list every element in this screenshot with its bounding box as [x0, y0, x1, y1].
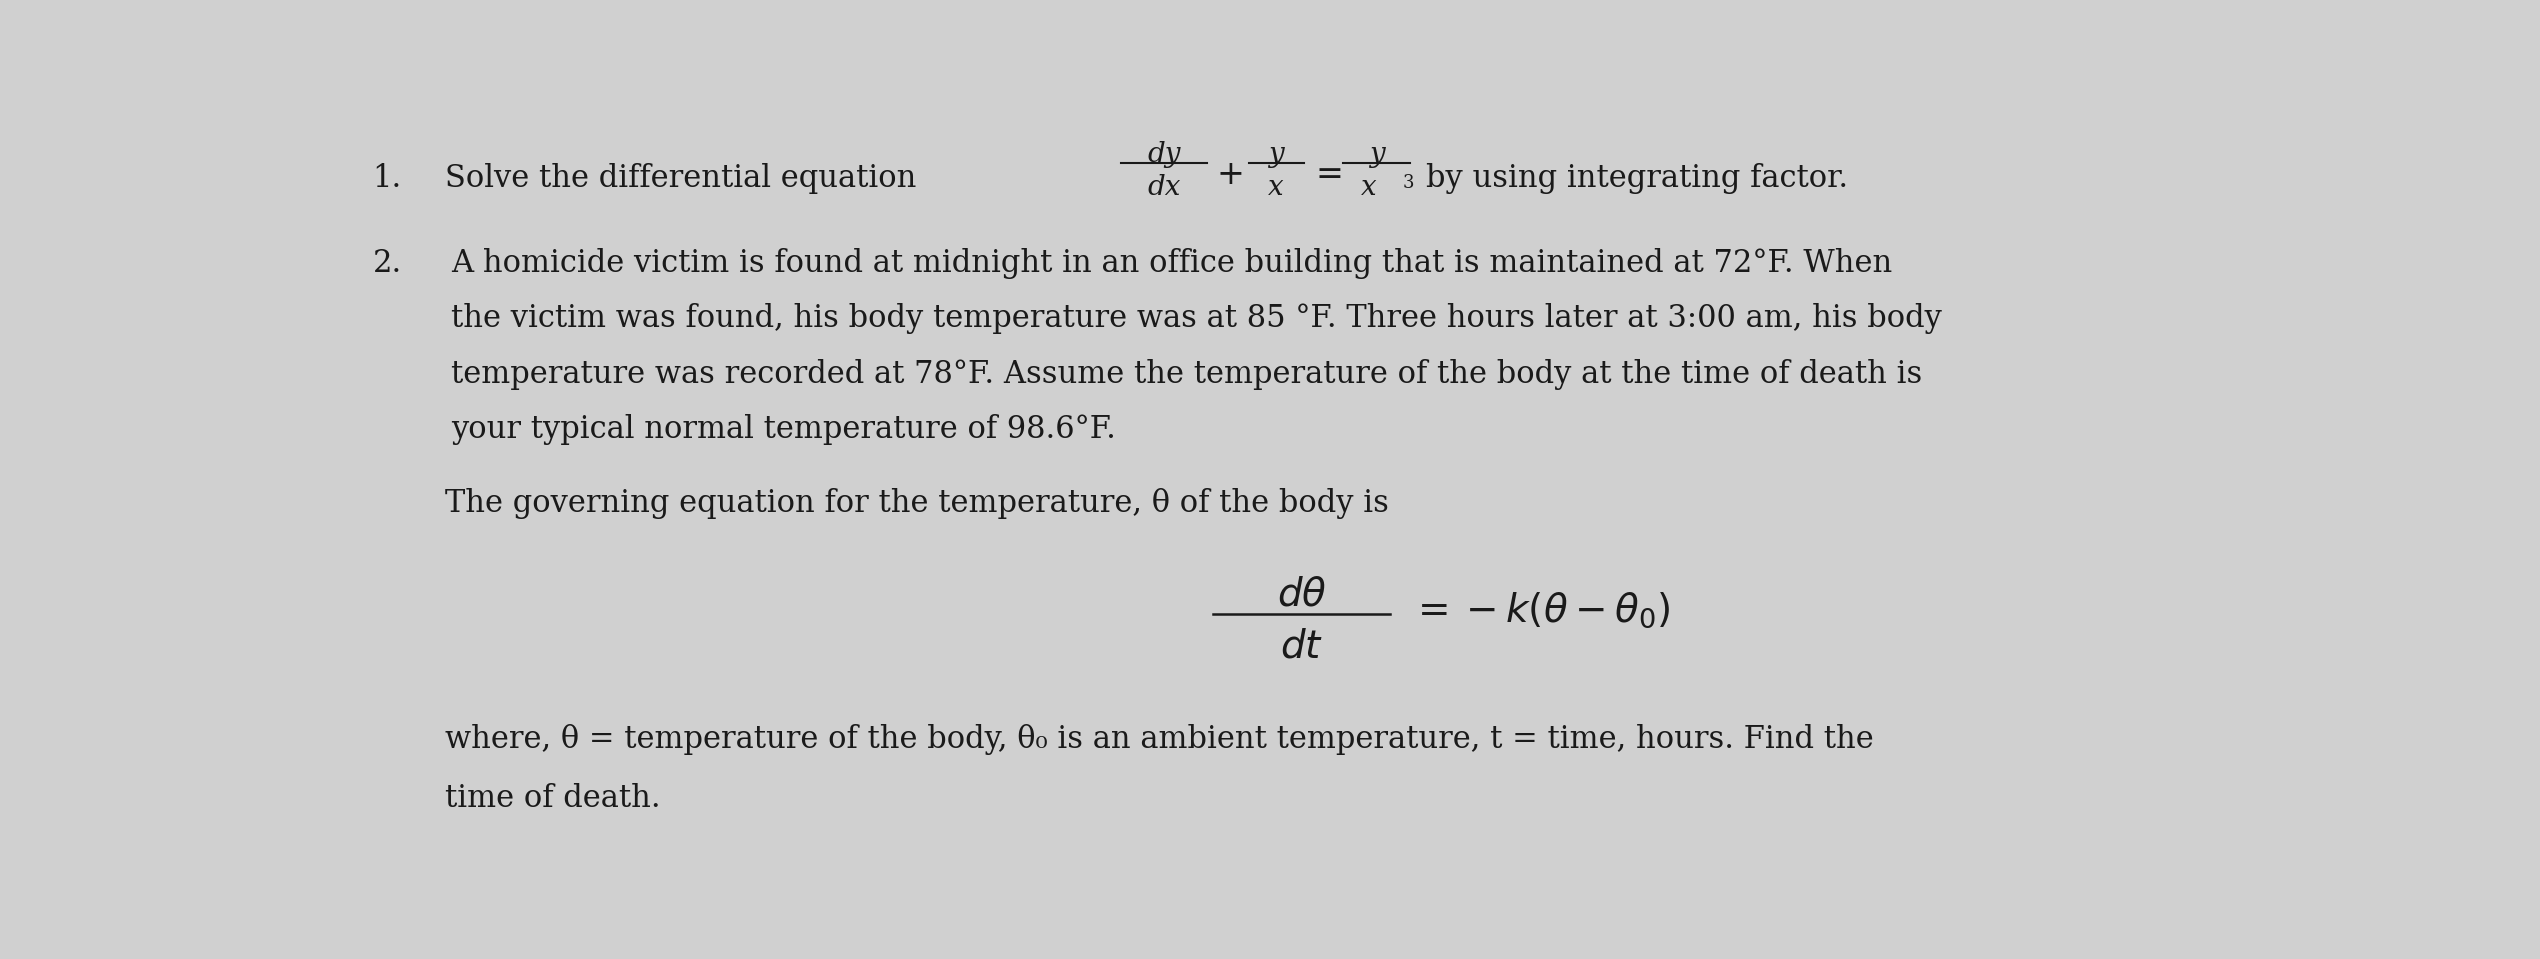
- Text: 1.: 1.: [373, 163, 401, 194]
- Text: x: x: [1361, 175, 1377, 201]
- Text: dy: dy: [1148, 141, 1181, 168]
- Text: Solve the differential equation: Solve the differential equation: [444, 163, 917, 194]
- Text: time of death.: time of death.: [444, 784, 660, 814]
- Text: your typical normal temperature of 98.6°F.: your typical normal temperature of 98.6°…: [452, 414, 1115, 445]
- Text: by using integrating factor.: by using integrating factor.: [1425, 163, 1849, 194]
- Text: =: =: [1316, 159, 1344, 192]
- Text: 3: 3: [1402, 175, 1415, 192]
- Text: The governing equation for the temperature, θ of the body is: The governing equation for the temperatu…: [444, 488, 1389, 519]
- Text: +: +: [1217, 159, 1245, 192]
- Text: temperature was recorded at 78°F. Assume the temperature of the body at the time: temperature was recorded at 78°F. Assume…: [452, 359, 1923, 389]
- Text: $= -k(\theta - \theta_0)$: $= -k(\theta - \theta_0)$: [1410, 590, 1671, 630]
- Text: y: y: [1369, 141, 1384, 168]
- Text: where, θ = temperature of the body, θ₀ is an ambient temperature, t = time, hour: where, θ = temperature of the body, θ₀ i…: [444, 724, 1875, 756]
- Text: $dt$: $dt$: [1280, 628, 1323, 666]
- Text: 2.: 2.: [373, 248, 401, 279]
- Text: x: x: [1267, 175, 1285, 201]
- Text: A homicide victim is found at midnight in an office building that is maintained : A homicide victim is found at midnight i…: [452, 248, 1892, 279]
- Text: dx: dx: [1148, 175, 1181, 201]
- Text: $d\theta$: $d\theta$: [1278, 576, 1326, 614]
- Text: the victim was found, his body temperature was at 85 °F. Three hours later at 3:: the victim was found, his body temperatu…: [452, 303, 1943, 335]
- Text: y: y: [1267, 141, 1285, 168]
